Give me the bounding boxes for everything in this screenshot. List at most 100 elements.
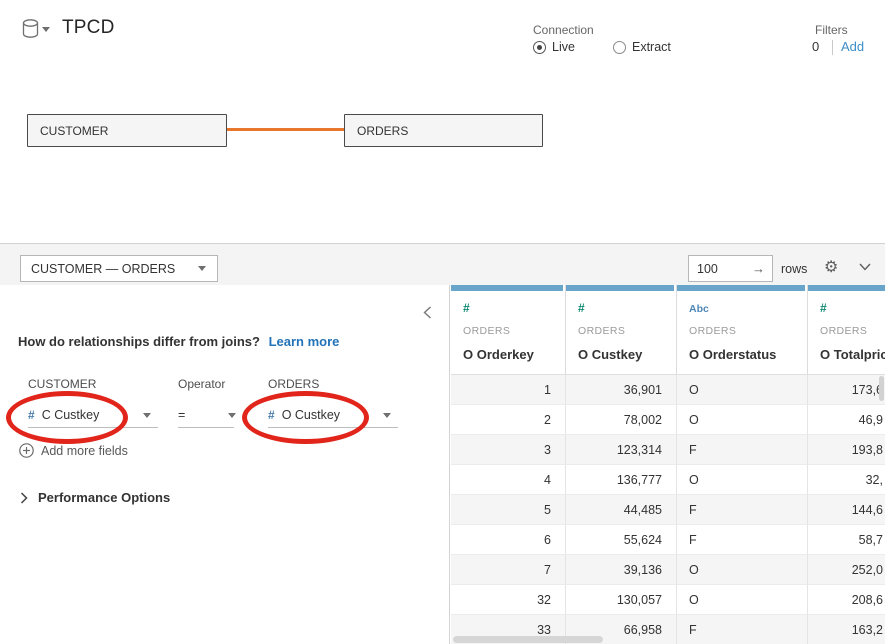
canvas-table-customer[interactable]: CUSTOMER (27, 114, 227, 147)
rows-label: rows (781, 262, 808, 276)
learn-more-link[interactable]: Learn more (268, 334, 340, 349)
table-row: 7 39,136 O 252,0 (451, 555, 885, 585)
cell-orderstatus: O (677, 585, 808, 615)
help-question-text: How do relationships differ from joins? (18, 334, 260, 349)
apply-rows-arrow-icon[interactable]: → (752, 261, 765, 276)
filters-divider (832, 40, 833, 55)
column-field-name: O Custkey (578, 347, 643, 362)
cell-totalprice: 193,8 (808, 435, 885, 465)
relationship-editor-pane: How do relationships differ from joins? … (0, 285, 450, 644)
annotation-ellipse-right (242, 391, 369, 444)
chevron-down-icon[interactable] (383, 413, 391, 418)
radio-extract[interactable]: Extract (613, 40, 671, 54)
chevron-down-icon[interactable] (143, 413, 151, 418)
table-row: 2 78,002 O 46,9 (451, 405, 885, 435)
table-row: 5 44,485 F 144,6 (451, 495, 885, 525)
cell-custkey: 130,057 (566, 585, 677, 615)
column-highlight-bar (677, 285, 805, 291)
radio-extract-label: Extract (632, 40, 671, 54)
column-highlight-bar (566, 285, 674, 291)
chevron-down-icon[interactable] (859, 263, 871, 271)
table-row: 3 123,314 F 193,8 (451, 435, 885, 465)
column-field-name: O Orderstatus (689, 347, 777, 362)
canvas-table-orders[interactable]: ORDERS (344, 114, 543, 147)
row-count-input[interactable]: 100 → (688, 255, 773, 282)
column-table-name: ORDERS (463, 325, 511, 337)
operator-value: = (178, 408, 186, 422)
cell-custkey: 55,624 (566, 525, 677, 555)
data-preview-grid: # ORDERS O Orderkey # ORDERS O Custkey A… (451, 285, 885, 644)
cell-orderstatus: O (677, 465, 808, 495)
right-table-column-label: ORDERS (268, 377, 320, 391)
relationship-noodle[interactable] (227, 128, 344, 131)
datasource-title: TPCD (62, 17, 115, 38)
number-type-icon: # (463, 301, 470, 315)
radio-live-label: Live (552, 40, 575, 54)
cell-custkey: 123,314 (566, 435, 677, 465)
chevron-down-icon[interactable] (228, 413, 236, 418)
cell-custkey: 39,136 (566, 555, 677, 585)
table-row: 1 36,901 O 173,6 (451, 375, 885, 405)
column-table-name: ORDERS (820, 325, 868, 337)
cell-orderstatus: F (677, 615, 808, 644)
cell-orderstatus: F (677, 525, 808, 555)
horizontal-scrollbar-thumb[interactable] (453, 636, 603, 643)
cell-custkey: 36,901 (566, 375, 677, 405)
radio-live[interactable]: Live (533, 40, 575, 54)
table-row: 4 136,777 O 32, (451, 465, 885, 495)
cell-orderstatus: F (677, 435, 808, 465)
left-table-column-label: CUSTOMER (28, 377, 97, 391)
column-header-o-orderstatus[interactable]: Abc ORDERS O Orderstatus (677, 285, 808, 374)
column-header-o-custkey[interactable]: # ORDERS O Custkey (566, 285, 677, 374)
number-type-icon: # (820, 301, 827, 315)
radio-live-icon[interactable] (533, 40, 546, 54)
canvas-table-orders-label: ORDERS (357, 123, 409, 138)
cell-orderkey: 33 (451, 615, 566, 644)
cell-totalprice: 163,2 (808, 615, 885, 644)
filters-add-link[interactable]: Add (841, 39, 865, 54)
cell-orderkey: 3 (451, 435, 566, 465)
database-icon[interactable] (22, 19, 39, 38)
radio-extract-icon[interactable] (613, 40, 626, 54)
performance-options-toggle[interactable]: Performance Options (20, 490, 170, 505)
cell-totalprice: 252,0 (808, 555, 885, 585)
gear-icon[interactable]: ⚙ (824, 259, 839, 276)
cell-orderkey: 1 (451, 375, 566, 405)
connection-label: Connection (533, 23, 594, 37)
cell-orderkey: 4 (451, 465, 566, 495)
canvas-table-customer-label: CUSTOMER (40, 123, 109, 138)
column-header-o-totalprice[interactable]: # ORDERS O Totalprice (808, 285, 885, 374)
column-table-name: ORDERS (689, 325, 737, 337)
database-menu-caret-icon[interactable] (42, 27, 50, 32)
cell-totalprice: 144,6 (808, 495, 885, 525)
column-highlight-bar (451, 285, 563, 291)
cell-orderstatus: O (677, 375, 808, 405)
operator-dropdown[interactable]: = (178, 403, 234, 428)
add-more-fields-label: Add more fields (41, 443, 128, 458)
column-field-name: O Totalprice (820, 347, 885, 362)
vertical-scrollbar-thumb[interactable] (879, 376, 884, 401)
relationships-help-text: How do relationships differ from joins? … (18, 334, 339, 349)
relationship-toolbar: CUSTOMER — ORDERS 100 → rows ⚙ (0, 243, 885, 285)
cell-orderkey: 2 (451, 405, 566, 435)
cell-totalprice: 46,9 (808, 405, 885, 435)
string-type-icon: Abc (689, 303, 709, 315)
cell-orderkey: 5 (451, 495, 566, 525)
column-field-name: O Orderkey (463, 347, 534, 362)
cell-custkey: 66,958 (566, 615, 677, 644)
chevron-down-icon (198, 266, 206, 271)
plus-circle-icon (19, 443, 34, 458)
filters-count: 0 (812, 39, 820, 54)
cell-totalprice: 173,6 (808, 375, 885, 405)
collapse-pane-chevron-left-icon[interactable] (423, 306, 432, 319)
operator-column-label: Operator (178, 377, 226, 391)
column-header-o-orderkey[interactable]: # ORDERS O Orderkey (451, 285, 566, 374)
cell-custkey: 44,485 (566, 495, 677, 525)
column-table-name: ORDERS (578, 325, 626, 337)
add-more-fields-button[interactable]: Add more fields (19, 443, 128, 458)
relationship-pair-dropdown[interactable]: CUSTOMER — ORDERS (20, 255, 218, 282)
table-row: 6 55,624 F 58,7 (451, 525, 885, 555)
cell-orderkey: 32 (451, 585, 566, 615)
cell-totalprice: 32, (808, 465, 885, 495)
